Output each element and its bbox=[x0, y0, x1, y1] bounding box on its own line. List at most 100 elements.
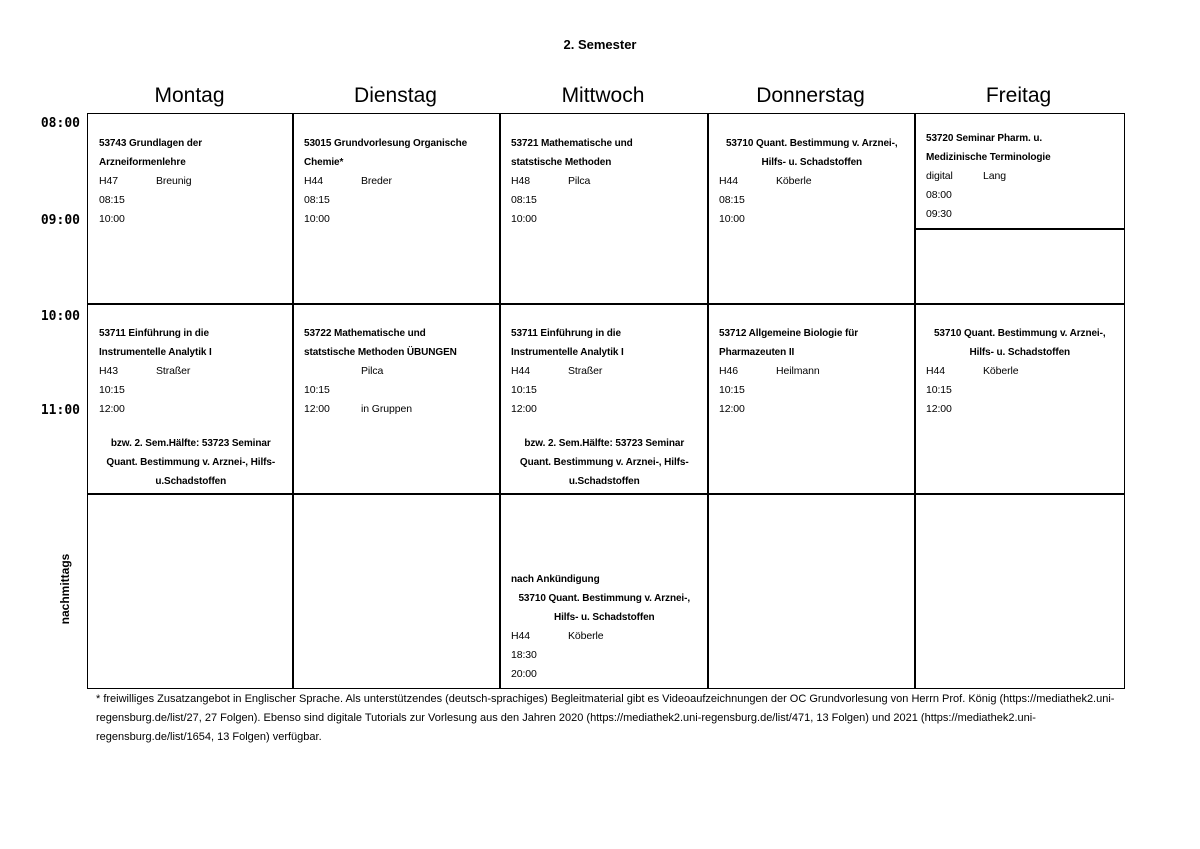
course-note: nach Ankündigung bbox=[511, 574, 600, 585]
timetable-cell: 53720 Seminar Pharm. u. Medizinische Term… bbox=[914, 113, 1125, 230]
end-time: 10:00 bbox=[304, 213, 330, 225]
room: H44 bbox=[511, 630, 530, 642]
page-title: 2. Semester bbox=[563, 37, 637, 52]
start-time: 08:00 bbox=[926, 189, 952, 201]
course-title: Hilfs- u. Schadstoffen bbox=[761, 157, 863, 168]
room-lecturer-row: H46 Heilmann bbox=[719, 362, 915, 381]
timetable-cell: nach Ankündigung 53710 Quant. Bestimmung … bbox=[499, 493, 709, 689]
timetable-cell: 53711 Einführung in die Instrumentelle An… bbox=[87, 303, 294, 495]
end-time: 09:30 bbox=[926, 208, 952, 220]
lecturer: Köberle bbox=[776, 175, 812, 187]
start-time: 10:15 bbox=[304, 384, 330, 396]
room: digital bbox=[926, 170, 953, 182]
timetable-cell bbox=[914, 228, 1125, 305]
end-time-row: 10:00 bbox=[511, 210, 708, 229]
end-time-row: 12:00 bbox=[926, 400, 1124, 419]
timetable-cell bbox=[914, 493, 1125, 689]
room-lecturer-row: H48 Pilca bbox=[511, 172, 708, 191]
end-time-row: 12:00 bbox=[511, 400, 708, 419]
course-title: 53710 Quant. Bestimmung v. Arznei-, bbox=[933, 328, 1106, 339]
course-title: 53710 Quant. Bestimmung v. Arznei-, bbox=[518, 593, 691, 604]
end-time-row: 09:30 bbox=[926, 205, 1124, 224]
afternoon-label: nachmittags bbox=[58, 553, 72, 625]
end-time-row: 20:00 bbox=[511, 665, 708, 684]
room-lecturer-row: H43 Straßer bbox=[99, 362, 293, 381]
course-title: 53711 Einführung in die bbox=[511, 328, 621, 339]
time-label: 08:00 bbox=[40, 116, 80, 131]
end-time: 10:00 bbox=[99, 213, 125, 225]
room-lecturer-row: H44 Köberle bbox=[719, 172, 915, 191]
room: H43 bbox=[99, 365, 118, 377]
lecturer: Pilca bbox=[361, 365, 384, 377]
alternate-course: bzw. 2. Sem.Hälfte: 53723 Seminar Quant. … bbox=[511, 434, 708, 491]
course-title: statstische Methoden ÜBUNGEN bbox=[304, 347, 457, 358]
course-title: statstische Methoden bbox=[511, 157, 612, 168]
room: H47 bbox=[99, 175, 118, 187]
end-time-row: 10:00 bbox=[304, 210, 500, 229]
timetable-cell: 53743 Grundlagen der Arzneiformenlehre H47… bbox=[87, 113, 294, 305]
lecturer: Köberle bbox=[568, 630, 604, 642]
start-time: 08:15 bbox=[511, 194, 537, 206]
start-time: 10:15 bbox=[511, 384, 537, 396]
end-time-row: 12:00 in Gruppen bbox=[304, 400, 500, 419]
start-time: 08:15 bbox=[99, 194, 125, 206]
alternate-course-line: bzw. 2. Sem.Hälfte: 53723 Seminar bbox=[524, 438, 685, 449]
timetable-cell: 53710 Quant. Bestimmung v. Arznei-, Hilfs… bbox=[707, 113, 916, 305]
alternate-course-line: bzw. 2. Sem.Hälfte: 53723 Seminar bbox=[110, 438, 271, 449]
course-title: 53743 Grundlagen der bbox=[99, 138, 203, 149]
lecturer: Breunig bbox=[156, 175, 192, 187]
lecturer: Lang bbox=[983, 170, 1006, 182]
course-title: 53711 Einführung in die bbox=[99, 328, 209, 339]
footnote: * freiwilliges Zusatzangebot in Englisch… bbox=[96, 693, 1115, 743]
day-header-montag: Montag bbox=[154, 84, 225, 107]
lecturer: Straßer bbox=[156, 365, 191, 377]
timetable-cell: 53710 Quant. Bestimmung v. Arznei-, Hilfs… bbox=[914, 303, 1125, 495]
room-lecturer-row: digital Lang bbox=[926, 167, 1124, 186]
room: H46 bbox=[719, 365, 738, 377]
course-title: Hilfs- u. Schadstoffen bbox=[553, 612, 655, 623]
course-title: 53015 Grundvorlesung Organische bbox=[304, 138, 468, 149]
timetable-cell: 53015 Grundvorlesung Organische Chemie* H4… bbox=[292, 113, 501, 305]
course-title: Chemie* bbox=[304, 157, 344, 168]
end-time-row: 12:00 bbox=[99, 400, 293, 419]
alternate-course-line: u.Schadstoffen bbox=[568, 476, 640, 487]
course-title: Pharmazeuten II bbox=[719, 347, 795, 358]
start-time: 10:15 bbox=[719, 384, 745, 396]
course-title: Medizinische Terminologie bbox=[926, 152, 1051, 163]
start-time: 10:15 bbox=[99, 384, 125, 396]
room: H44 bbox=[304, 175, 323, 187]
day-header-mittwoch: Mittwoch bbox=[561, 84, 645, 107]
course-title: 53721 Mathematische und bbox=[511, 138, 633, 149]
room-lecturer-row: H47 Breunig bbox=[99, 172, 293, 191]
end-time: 20:00 bbox=[511, 668, 537, 680]
timetable-cell bbox=[87, 493, 294, 689]
time-label: 10:00 bbox=[40, 309, 80, 324]
time-label: 09:00 bbox=[40, 213, 80, 228]
course-title: 53710 Quant. Bestimmung v. Arznei-, bbox=[725, 138, 898, 149]
alternate-course-line: Quant. Bestimmung v. Arznei-, Hilfs- bbox=[106, 457, 276, 468]
lecturer: Heilmann bbox=[776, 365, 820, 377]
end-time: 10:00 bbox=[511, 213, 537, 225]
lecturer: Köberle bbox=[983, 365, 1019, 377]
room: H48 bbox=[511, 175, 530, 187]
end-time: 12:00 bbox=[304, 403, 330, 415]
timetable-cell bbox=[292, 493, 501, 689]
timetable-cell bbox=[707, 493, 916, 689]
course-title: Hilfs- u. Schadstoffen bbox=[969, 347, 1071, 358]
course-title: 53720 Seminar Pharm. u. bbox=[926, 133, 1043, 144]
end-time: 12:00 bbox=[511, 403, 537, 415]
alternate-course-line: Quant. Bestimmung v. Arznei-, Hilfs- bbox=[519, 457, 689, 468]
timetable-cell: 53711 Einführung in die Instrumentelle An… bbox=[499, 303, 709, 495]
day-header-dienstag: Dienstag bbox=[354, 84, 437, 107]
timetable-cell: 53722 Mathematische und statstische Metho… bbox=[292, 303, 501, 495]
timetable-cell: 53721 Mathematische und statstische Metho… bbox=[499, 113, 709, 305]
end-time-row: 12:00 bbox=[719, 400, 915, 419]
room-lecturer-row: H44 Breder bbox=[304, 172, 500, 191]
end-time: 12:00 bbox=[99, 403, 125, 415]
room: H44 bbox=[926, 365, 945, 377]
time-label: 11:00 bbox=[40, 403, 80, 418]
alternate-course: bzw. 2. Sem.Hälfte: 53723 Seminar Quant. … bbox=[99, 434, 293, 491]
course-title: 53722 Mathematische und bbox=[304, 328, 426, 339]
day-header-freitag: Freitag bbox=[985, 84, 1052, 107]
end-time: 10:00 bbox=[719, 213, 745, 225]
